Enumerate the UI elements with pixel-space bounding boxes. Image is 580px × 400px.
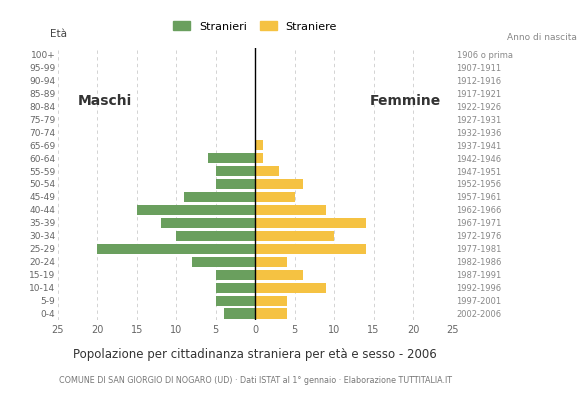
Text: Femmine: Femmine <box>369 94 441 108</box>
Bar <box>255 192 295 202</box>
Bar <box>255 231 334 241</box>
Bar <box>255 140 263 150</box>
Bar <box>208 153 255 163</box>
Bar <box>255 218 365 228</box>
Bar <box>255 244 365 254</box>
Bar <box>255 270 303 280</box>
Bar <box>216 166 255 176</box>
Bar <box>255 296 287 306</box>
Text: COMUNE DI SAN GIORGIO DI NOGARO (UD) · Dati ISTAT al 1° gennaio · Elaborazione T: COMUNE DI SAN GIORGIO DI NOGARO (UD) · D… <box>59 376 452 385</box>
Bar <box>255 179 303 189</box>
Bar <box>216 270 255 280</box>
Legend: Stranieri, Straniere: Stranieri, Straniere <box>173 21 337 32</box>
Bar <box>192 257 255 267</box>
Bar <box>255 282 326 293</box>
Bar <box>137 205 255 215</box>
Bar <box>216 282 255 293</box>
Bar <box>97 244 255 254</box>
Bar <box>176 231 255 241</box>
Bar <box>255 308 287 318</box>
Text: Maschi: Maschi <box>78 94 132 108</box>
Bar <box>161 218 255 228</box>
Bar <box>255 153 263 163</box>
Bar <box>216 179 255 189</box>
Bar <box>255 166 279 176</box>
Text: Anno di nascita: Anno di nascita <box>508 33 577 42</box>
Bar <box>224 308 255 318</box>
Bar <box>255 257 287 267</box>
Text: Età: Età <box>50 29 67 39</box>
Bar <box>255 205 326 215</box>
Bar <box>216 296 255 306</box>
Text: Popolazione per cittadinanza straniera per età e sesso - 2006: Popolazione per cittadinanza straniera p… <box>73 348 437 361</box>
Bar <box>184 192 255 202</box>
